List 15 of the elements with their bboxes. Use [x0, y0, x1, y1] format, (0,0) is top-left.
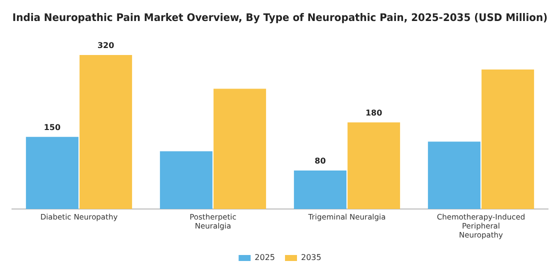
data-label: 150 — [44, 122, 61, 132]
bar — [26, 136, 78, 209]
bar — [294, 170, 346, 209]
legend-label: 2025 — [254, 253, 275, 262]
bar — [214, 88, 266, 209]
bar — [160, 151, 212, 209]
bar — [80, 55, 132, 209]
data-label: 320 — [97, 41, 115, 50]
data-label: 180 — [365, 108, 383, 118]
data-label: 80 — [314, 156, 326, 166]
bar — [482, 69, 534, 209]
bar — [428, 142, 480, 209]
legend-label: 2035 — [301, 253, 322, 262]
chart-title: India Neuropathic Pain Market Overview, By Type of Neuropathic Pain, 2025-2035 (USD Million) — [12, 12, 548, 24]
bar — [348, 122, 400, 209]
